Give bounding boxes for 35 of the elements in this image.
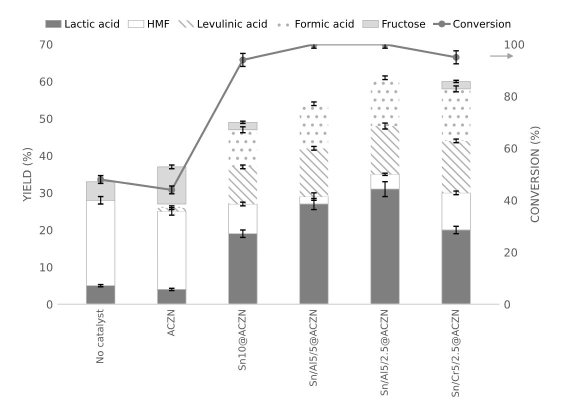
legend-label: Formic acid [296,20,354,28]
x-tick-label: No catalyst [96,309,106,363]
legend-label: Conversion [453,20,510,28]
bar [228,166,258,204]
x-tick-label: Sn10@ACZN [238,310,248,370]
y2-tick-label: 20 [504,248,518,257]
y2-axis-title: CONVERSION (%) [530,126,540,222]
legend-label: HMF [148,20,170,28]
y-tick-label: 70 [40,40,52,49]
x-tick-label: ACZN [167,310,175,336]
bar [442,140,470,193]
y-tick-label: 20 [40,226,52,234]
y2-tick-label: 100 [504,40,524,49]
y2-tick-label: 0 [504,300,510,309]
x-tick-label: Sn/Al5/2.5@ACZN [380,310,390,396]
legend-label: Lactic acid [65,20,119,28]
y-tick-label: 50 [40,114,52,123]
bar [370,126,400,174]
y-axis-title: YIELD (%) [22,148,33,202]
y-tick-label: 30 [40,188,52,198]
legend-label: Levulinic acid [198,20,267,28]
y-tick-label: 60 [40,77,52,86]
x-tick-label: Sn/Cr5/2.5@ACZN [452,310,461,397]
bar [442,88,470,141]
x-tick-label: Sn/Al5/5@ACZN [309,310,318,386]
y2-tick-label: 80 [504,92,518,101]
bar [228,122,258,130]
y-tick-label: 40 [40,152,52,160]
y-tick-label: 0 [46,300,52,309]
legend-label: Fructose [382,20,426,28]
y2-tick-label: 40 [504,196,518,205]
bar [228,130,258,167]
y2-tick-label: 60 [504,144,518,153]
bar [300,148,328,197]
y-tick-label: 10 [40,263,52,272]
